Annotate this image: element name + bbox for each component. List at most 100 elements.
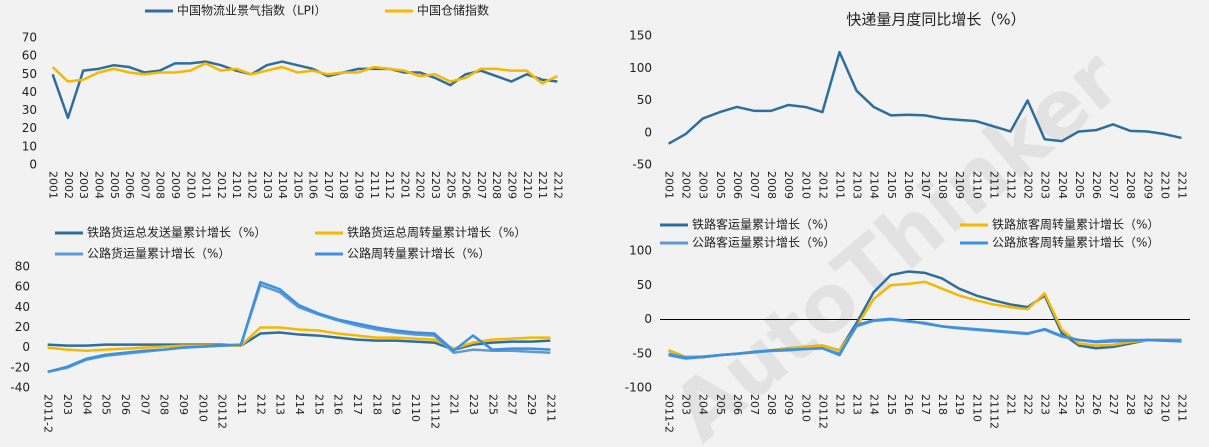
y-tick-label: 100	[629, 61, 652, 75]
x-tick-label: 2208	[1124, 171, 1137, 199]
x-tick-label: 2112	[1004, 171, 1017, 199]
x-tick-label: 2104	[276, 171, 289, 199]
y-tick-label: 60	[15, 280, 30, 294]
y-tick-label: -100	[625, 381, 652, 395]
x-tick-label: 225	[486, 394, 499, 415]
y-tick-label: 100	[629, 244, 652, 258]
x-tick-label: 2010	[196, 394, 209, 422]
y-tick-label: 150	[629, 29, 652, 43]
x-tick-label: 2107	[322, 171, 335, 199]
x-tick-label: 2206	[460, 171, 473, 199]
x-tick-label: 2211	[1175, 394, 1188, 422]
x-tick-label: 2005	[714, 171, 727, 199]
y-tick-label: 0	[22, 340, 30, 354]
x-tick-label: 2010	[184, 171, 197, 199]
x-tick-label: 2001	[663, 171, 676, 199]
y-tick-label: 70	[22, 31, 37, 45]
y-tick-label: -50	[632, 346, 652, 360]
x-tick-label: 2109	[953, 171, 966, 199]
x-tick-label: 2007	[138, 171, 151, 199]
x-tick-label: 204	[80, 394, 93, 415]
x-tick-label: 2209	[505, 171, 518, 199]
x-tick-label: 207	[138, 394, 151, 415]
x-tick-label: 2003	[77, 171, 90, 199]
x-tick-label: 2011-2	[42, 394, 55, 433]
x-tick-label: 2103	[261, 171, 274, 199]
y-tick-label: 60	[22, 49, 37, 63]
x-tick-label: 216	[902, 394, 915, 415]
x-tick-label: 2210	[521, 171, 534, 199]
x-tick-label: 215	[312, 394, 325, 415]
x-tick-label: 2012	[816, 171, 829, 199]
x-tick-label: 229	[1141, 394, 1154, 415]
x-tick-label: 229	[525, 394, 538, 415]
x-tick-label: 2206	[1090, 171, 1103, 199]
x-tick-label: 213	[274, 394, 287, 415]
x-tick-label: 2208	[490, 171, 503, 199]
x-tick-label: 2009	[782, 171, 795, 199]
x-tick-label: 2201	[398, 171, 411, 199]
x-tick-label: 221	[448, 394, 461, 415]
x-tick-label: 2204	[1056, 171, 1069, 199]
x-tick-label: 2003	[697, 171, 710, 199]
series-line	[47, 280, 551, 374]
x-tick-label: 2210	[1158, 394, 1171, 422]
chart-title: 快递量月度同比增长（%）	[846, 11, 1025, 29]
x-tick-label: 2110	[409, 394, 422, 422]
x-tick-label: 2005	[108, 171, 121, 199]
x-tick-label: 206	[731, 394, 744, 415]
x-tick-label: 2207	[1107, 171, 1120, 199]
x-tick-label: 2009	[169, 171, 182, 199]
x-tick-label: 217	[351, 394, 364, 415]
x-tick-label: 2211	[544, 394, 557, 422]
series-line	[668, 317, 1182, 360]
x-tick-label: 221	[1004, 394, 1017, 415]
x-tick-label: 2108	[337, 171, 350, 199]
x-tick-label: 2004	[93, 171, 106, 199]
x-tick-label: 2101	[230, 171, 243, 199]
x-tick-label: 227	[506, 394, 519, 415]
y-tick-label: 20	[22, 121, 37, 135]
x-tick-label: 211	[235, 394, 248, 415]
x-tick-label: 2108	[936, 171, 949, 199]
legend-label: 公路周转量累计增长（%）	[347, 246, 490, 261]
y-tick-label: 20	[15, 320, 30, 334]
x-tick-label: 203	[61, 394, 74, 415]
x-tick-label: 228	[1124, 394, 1137, 415]
x-tick-label: 209	[177, 394, 190, 415]
y-tick-label: -40	[10, 381, 30, 395]
x-tick-label: 2008	[154, 171, 167, 199]
series-line	[47, 326, 551, 352]
x-tick-label: 2010	[799, 394, 812, 422]
x-tick-label: 2109	[353, 171, 366, 199]
x-tick-label: 2104	[868, 171, 881, 199]
x-tick-label: 2006	[731, 171, 744, 199]
x-tick-label: 218	[370, 394, 383, 415]
x-tick-label: 2212	[551, 171, 564, 199]
x-tick-label: 2207	[475, 171, 488, 199]
y-tick-label: 50	[637, 278, 652, 292]
x-tick-label: 214	[868, 394, 881, 415]
x-tick-label: 2002	[62, 171, 75, 199]
x-tick-label: 2012	[215, 171, 228, 199]
x-tick-label: 208	[158, 394, 171, 415]
legend-label: 公路客运量累计增长（%）	[692, 235, 835, 250]
x-tick-label: 2203	[429, 171, 442, 199]
x-tick-label: 226	[1090, 394, 1103, 415]
x-tick-label: 2112	[383, 171, 396, 199]
legend-label: 中国仓储指数	[417, 3, 489, 18]
y-tick-label: 0	[29, 158, 37, 172]
x-tick-label: 217	[919, 394, 932, 415]
x-tick-label: 2110	[970, 394, 983, 422]
x-tick-label: 212	[834, 394, 847, 415]
x-tick-label: 2102	[245, 171, 258, 199]
x-tick-label: 20112	[216, 394, 229, 429]
legend-label: 公路货运量累计增长（%）	[87, 246, 230, 261]
x-tick-label: 2105	[291, 171, 304, 199]
x-tick-label: 20112	[816, 394, 829, 429]
x-tick-label: 2110	[970, 171, 983, 199]
legend-label: 公路旅客周转量累计增长（%）	[992, 235, 1159, 250]
x-tick-label: 218	[936, 394, 949, 415]
x-tick-label: 2205	[1073, 171, 1086, 199]
y-tick-label: 0	[644, 125, 652, 139]
